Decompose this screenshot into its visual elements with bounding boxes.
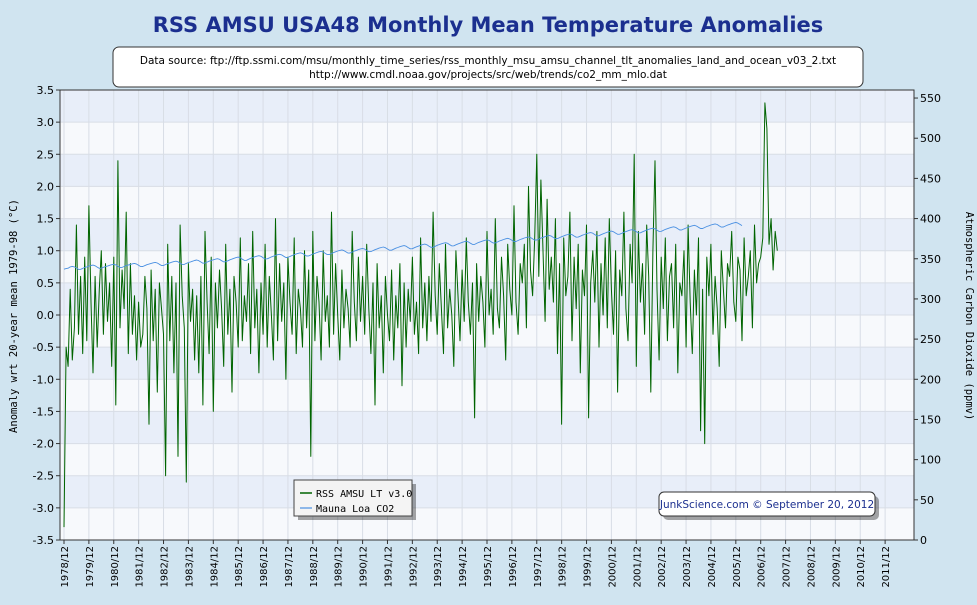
y-tick-label: 1.0 [37, 245, 55, 258]
y2-tick-label: 350 [920, 253, 941, 266]
x-tick-label: 1984/12 [209, 546, 220, 588]
y-tick-label: 0.5 [37, 277, 55, 290]
y-axis-label: Anomaly wrt 20-year mean 1979-98 (°C) [8, 199, 20, 433]
x-tick-label: 2009/12 [831, 546, 842, 588]
x-tick-label: 1996/12 [508, 546, 519, 588]
y-tick-label: -1.5 [33, 405, 54, 418]
x-tick-label: 1985/12 [234, 546, 245, 588]
legend-label-co2: Mauna Loa CO2 [316, 504, 394, 515]
y2-tick-label: 450 [920, 172, 941, 185]
series-layer [63, 102, 778, 528]
x-tick-label: 1981/12 [135, 546, 146, 588]
legend-box [293, 479, 413, 517]
y-tick-label: -3.5 [33, 534, 54, 547]
x-tick-label: 1997/12 [533, 546, 544, 588]
x-tick-label: 1994/12 [458, 546, 469, 588]
x-tick-label: 2002/12 [657, 546, 668, 588]
x-tick-label: 1980/12 [110, 546, 121, 588]
credit-box [658, 491, 876, 517]
y-tick-label: 1.5 [37, 213, 55, 226]
y2-tick-label: 550 [920, 92, 941, 105]
y-tick-label: -0.5 [33, 341, 54, 354]
source-line-2: http://www.cmdl.noaa.gov/projects/src/we… [309, 69, 667, 81]
x-tick-label: 1992/12 [408, 546, 419, 588]
y2-tick-label: 250 [920, 333, 941, 346]
legend-label-rss: RSS AMSU LT v3.0 [316, 489, 412, 500]
x-tick-label: 2005/12 [732, 546, 743, 588]
y-tick-label: -3.0 [33, 502, 54, 515]
y-tick-label: -2.5 [33, 470, 54, 483]
y2-tick-label: 150 [920, 413, 941, 426]
y2-tick-label: 0 [920, 534, 927, 547]
x-tick-label: 2004/12 [707, 546, 718, 588]
x-tick-label: 1979/12 [85, 546, 96, 588]
x-tick-label: 2007/12 [782, 546, 793, 588]
x-tick-label: 1986/12 [259, 546, 270, 588]
x-tick-label: 1988/12 [309, 546, 320, 588]
y-tick-label: -2.0 [33, 438, 54, 451]
y2-tick-label: 500 [920, 132, 941, 145]
x-tick-label: 1978/12 [60, 546, 71, 588]
y-tick-label: 3.5 [37, 84, 55, 97]
x-tick-label: 1999/12 [583, 546, 594, 588]
x-tick-label: 1993/12 [433, 546, 444, 588]
y2-tick-label: 200 [920, 373, 941, 386]
y-tick-label: 0.0 [37, 309, 55, 322]
chart-title: RSS AMSU USA48 Monthly Mean Temperature … [153, 13, 824, 37]
x-tick-label: 1990/12 [359, 546, 370, 588]
x-tick-label: 1987/12 [284, 546, 295, 588]
y-tick-label: 3.0 [37, 116, 55, 129]
series-line-mauna-loa-co2 [63, 221, 743, 270]
source-line-1: Data source: ftp://ftp.ssmi.com/msu/mont… [140, 55, 836, 67]
y2-tick-label: 400 [920, 213, 941, 226]
credit-text: JunkScience.com © September 20, 2012 [659, 499, 874, 511]
y-tick-label: 2.5 [37, 148, 55, 161]
x-tick-label: 1982/12 [160, 546, 171, 588]
credit-badge: JunkScience.com © September 20, 2012 [658, 491, 879, 520]
y-tick-label: -1.0 [33, 373, 54, 386]
y2-tick-label: 100 [920, 454, 941, 467]
legend: RSS AMSU LT v3.0 Mauna Loa CO2 [293, 479, 416, 520]
axes: 3.5 3.0 2.5 2.0 1.5 1.0 0.5 0.0 -0.5 -1.0 -1.5 -2.0… [33, 84, 941, 588]
x-tick-label: 1998/12 [558, 546, 569, 588]
x-tick-label: 1989/12 [334, 546, 345, 588]
x-tick-label: 2008/12 [806, 546, 817, 588]
x-tick-label: 1995/12 [483, 546, 494, 588]
y2-tick-label: 50 [920, 494, 934, 507]
x-tick-label: 2011/12 [881, 546, 892, 588]
series-line-rss-amsu [63, 102, 778, 528]
x-tick-label: 1991/12 [383, 546, 394, 588]
y-tick-label: 2.0 [37, 180, 55, 193]
x-tick-label: 2000/12 [607, 546, 618, 588]
y2-axis-label: Atmospheric Carbon Dioxide (ppmv) [963, 212, 975, 421]
x-tick-label: 1983/12 [184, 546, 195, 588]
x-tick-label: 2003/12 [682, 546, 693, 588]
x-tick-label: 2006/12 [757, 546, 768, 588]
source-box [112, 46, 864, 88]
x-tick-label: 2010/12 [856, 546, 867, 588]
x-tick-label: 2001/12 [632, 546, 643, 588]
y2-tick-label: 300 [920, 293, 941, 306]
